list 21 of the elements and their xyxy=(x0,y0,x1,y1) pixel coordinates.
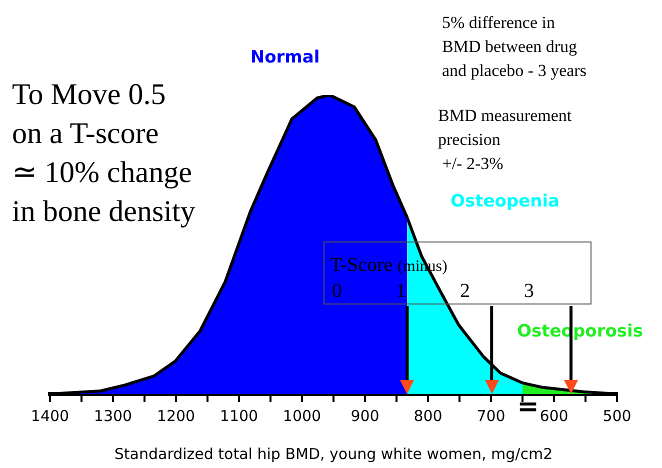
x-tick-label: 1200 xyxy=(156,406,196,425)
x-tick-label: 600 xyxy=(540,406,568,425)
annotation: 3 xyxy=(524,280,534,302)
annotation: 2 xyxy=(460,280,470,302)
annotation: 0 xyxy=(332,280,342,302)
x-tick-label: 1300 xyxy=(94,406,132,425)
x-tick-label: 900 xyxy=(350,406,380,425)
annotation: = xyxy=(517,392,539,422)
annotation: 1 xyxy=(396,280,406,302)
x-tick-label: 1400 xyxy=(30,406,70,425)
x-tick-label: 1000 xyxy=(282,406,322,425)
x-tick-label: 1100 xyxy=(220,406,258,425)
annotation: To Move 0.5 on a T-score ≃ 10% change in bone density xyxy=(12,78,196,228)
x-tick-label: 800 xyxy=(414,406,442,425)
series-label: Normal xyxy=(250,47,320,68)
annotation: BMD measurement precision +/- 2-3% xyxy=(438,106,572,173)
x-tick-label: 700 xyxy=(476,406,506,425)
x-axis-title: Standardized total hip BMD, young white women, mg/cm2 xyxy=(114,444,553,463)
x-tick-label: 500 xyxy=(602,406,632,425)
text: Osteopenia xyxy=(450,191,560,212)
text: 5% difference in BMD between drug and placebo - 3 years xyxy=(442,13,586,80)
